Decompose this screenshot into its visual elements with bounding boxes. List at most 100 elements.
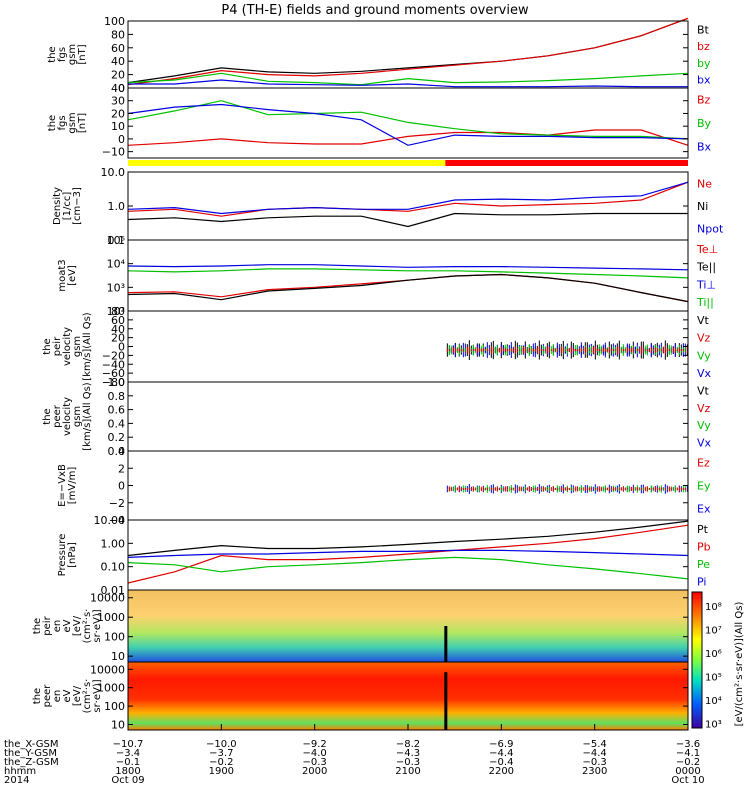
ylabel-pressure-1: [nPa] bbox=[67, 542, 78, 568]
ylabel-peer-spec-5: (cm²·s· bbox=[82, 679, 93, 714]
legend-e-field-0: Ez bbox=[697, 457, 710, 470]
ytick-label-peer-velocity-5: 0.0 bbox=[108, 445, 126, 458]
ytick-label-peir-velocity-1: 60 bbox=[111, 314, 125, 327]
ytick-label-peir-velocity-4: 0 bbox=[118, 341, 125, 354]
peer-spectrogram bbox=[128, 662, 688, 730]
colorbar-tick-2: 10⁶ bbox=[705, 649, 722, 660]
ylabel-peir-velocity-2: velocity bbox=[62, 327, 73, 366]
legend-fgs-gsm-comp-0: Bz bbox=[697, 94, 711, 107]
series-fgs-gsm-mag-by bbox=[127, 72, 689, 86]
ylabel-peer-spec-2: en bbox=[52, 690, 63, 703]
xtick-tick_hhmm-1: 1900 bbox=[209, 766, 234, 777]
xaxis-row-label-3: hhmm bbox=[4, 766, 36, 777]
panel-frame-e-field bbox=[127, 450, 689, 521]
colorbar bbox=[691, 591, 703, 729]
colorbar-tick-5: 10³ bbox=[705, 719, 722, 730]
legend-peir-velocity-1: Vz bbox=[697, 332, 711, 345]
ylabel-e-field-0: E=−VxB bbox=[57, 464, 68, 507]
series-fgs-gsm-mag-Bt bbox=[127, 17, 689, 84]
legend-temperature-1: Te|| bbox=[696, 261, 716, 274]
legend-peer-velocity-0: Vt bbox=[697, 385, 710, 398]
xaxis-row-label-1: the_Y-GSM bbox=[4, 748, 57, 759]
ylabel-peer-velocity-1: peer bbox=[52, 404, 63, 428]
ytick-label-temperature-3: 10² bbox=[107, 305, 125, 318]
legend-temperature-0: Te⊥ bbox=[696, 243, 718, 256]
legend-pressure-0: Pt bbox=[697, 523, 709, 536]
xtick-x_gsm-0: −10.7 bbox=[113, 739, 144, 750]
ytick-label-peer-velocity-2: 0.6 bbox=[108, 404, 126, 417]
ylabel-peir-velocity-4: [km/s](All Qs) bbox=[82, 312, 93, 380]
legend-fgs-gsm-mag-0: Bt bbox=[697, 23, 710, 36]
legend-density-2: Npot bbox=[697, 223, 724, 236]
ytick-label-peir-velocity-3: 20 bbox=[111, 332, 125, 345]
ytick-label-peer-spec-3: 10 bbox=[111, 718, 125, 731]
ylabel-fgs-gsm-mag-2: gsm bbox=[67, 44, 78, 65]
xtick-y_gsm-4: −4.4 bbox=[489, 748, 513, 759]
ytick-label-fgs-gsm-comp-3: 10 bbox=[111, 120, 125, 133]
ytick-label-fgs-gsm-mag-0: 100 bbox=[104, 15, 125, 28]
xtick-tick_hhmm-0: 1800 bbox=[115, 766, 140, 777]
ytick-label-peir-spec-1: 1000 bbox=[97, 611, 125, 624]
legend-e-field-1: Ey bbox=[697, 480, 711, 493]
ytick-label-peir-velocity-6: −40 bbox=[102, 358, 125, 371]
series-pressure-Pt bbox=[127, 520, 689, 557]
legend-pressure-3: Pi bbox=[697, 575, 706, 588]
ytick-label-fgs-gsm-mag-1: 80 bbox=[111, 28, 125, 41]
peir-spectrogram bbox=[128, 590, 688, 662]
ytick-label-pressure-0: 10.00 bbox=[94, 514, 126, 527]
noise-peir-velocity-3 bbox=[446, 346, 688, 355]
ytick-label-temperature-2: 10³ bbox=[107, 281, 125, 294]
ytick-label-e-field-0: 4 bbox=[118, 445, 125, 458]
ylabel-fgs-gsm-comp-2: gsm bbox=[67, 112, 78, 133]
series-density-Ni bbox=[127, 212, 688, 228]
xtick-z_gsm-3: −0.3 bbox=[396, 757, 420, 768]
ytick-label-density-0: 10.0 bbox=[101, 166, 126, 179]
colorbar-tick-3: 10⁵ bbox=[705, 672, 722, 683]
ylabel-peir-velocity-3: gsm bbox=[72, 336, 83, 357]
ylabel-density-0: Density bbox=[52, 187, 63, 225]
ylabel-fgs-gsm-mag-1: fgs bbox=[57, 47, 68, 62]
ylabel-fgs-gsm-mag-0: the bbox=[47, 46, 58, 62]
ytick-label-e-field-4: −4 bbox=[109, 514, 125, 527]
ytick-label-fgs-gsm-comp-5: −10 bbox=[102, 146, 125, 159]
series-density-Ne bbox=[127, 181, 689, 217]
legend-fgs-gsm-mag-2: by bbox=[697, 57, 711, 70]
xtick-x_gsm-2: −9.2 bbox=[303, 739, 327, 750]
ylabel-peer-velocity-3: gsm bbox=[72, 406, 83, 427]
xtick-x_gsm-5: −5.4 bbox=[583, 739, 607, 750]
ylabel-peir-spec-5: (cm²·s· bbox=[82, 609, 93, 644]
ylabel-peir-spec-4: [eV/ bbox=[72, 615, 83, 636]
legend-peir-velocity-2: Vy bbox=[697, 349, 711, 362]
ylabel-fgs-gsm-comp-3: [nT] bbox=[77, 113, 88, 133]
ytick-label-temperature-0: 10⁵ bbox=[107, 234, 125, 247]
xtick-y_gsm-1: −3.7 bbox=[209, 748, 233, 759]
xtick-z_gsm-2: −0.3 bbox=[303, 757, 327, 768]
ylabel-fgs-gsm-comp-0: the bbox=[47, 115, 58, 131]
ylabel-pressure-0: Pressure bbox=[57, 534, 68, 577]
xtick-y_gsm-3: −4.3 bbox=[396, 748, 420, 759]
legend-peer-velocity-1: Vz bbox=[697, 402, 711, 415]
legend-fgs-gsm-mag-1: bz bbox=[697, 40, 710, 53]
series-temperature-Ti⊥ bbox=[127, 264, 689, 271]
legend-pressure-1: Pb bbox=[697, 540, 711, 553]
panel-frame-fgs-gsm-comp bbox=[127, 87, 689, 159]
legend-fgs-gsm-comp-2: Bx bbox=[697, 140, 712, 153]
ytick-label-peir-velocity-8: −80 bbox=[102, 376, 125, 389]
ytick-label-fgs-gsm-comp-0: 40 bbox=[111, 82, 125, 95]
series-density-Npot bbox=[127, 181, 689, 215]
series-pressure-Pi bbox=[127, 549, 689, 558]
series-pressure-Pe bbox=[127, 556, 689, 580]
series-fgs-gsm-comp-By bbox=[127, 100, 689, 140]
ytick-label-pressure-2: 0.10 bbox=[101, 561, 126, 574]
xaxis-row-label-0: the_X-GSM bbox=[4, 739, 58, 750]
xtick-x_gsm-3: −8.2 bbox=[396, 739, 420, 750]
xtick-z_gsm-5: −0.3 bbox=[583, 757, 607, 768]
xtick-z_gsm-6: −0.2 bbox=[676, 757, 700, 768]
colorbar-label: [eV/(cm²·s·sr·eV)](All Qs) bbox=[734, 602, 745, 727]
ylabel-e-field-1: [mV/m] bbox=[67, 467, 78, 505]
legend-density-0: Ne bbox=[697, 177, 712, 190]
xaxis-row-label-2: the_Z-GSM bbox=[4, 757, 59, 768]
xaxis-date-1: Oct 10 bbox=[671, 775, 704, 786]
ytick-label-fgs-gsm-mag-5: 0 bbox=[118, 82, 125, 95]
ytick-label-peir-spec-3: 10 bbox=[111, 650, 125, 663]
